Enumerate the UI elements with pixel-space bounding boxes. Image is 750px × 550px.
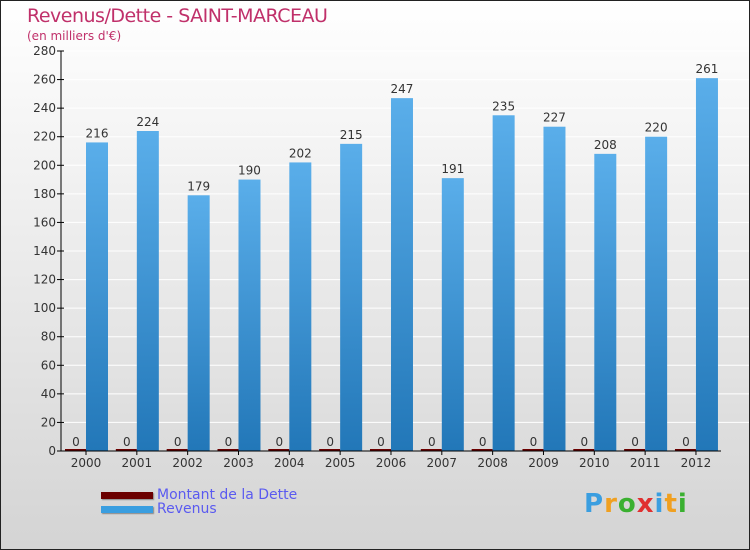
data-label-dette: 0 <box>174 435 182 449</box>
legend-item-dette: Montant de la Dette <box>101 487 297 503</box>
bar-revenus <box>645 136 668 451</box>
bar-revenus <box>86 142 108 451</box>
bar-revenus <box>390 98 413 452</box>
bar-dette <box>369 449 391 451</box>
y-tick-label: 200 <box>33 158 56 172</box>
x-tick-label: 2001 <box>122 456 153 470</box>
data-label-revenus: 179 <box>187 179 210 193</box>
bar-revenus <box>238 179 261 452</box>
bar-dette <box>624 449 646 451</box>
proxiti-logo: Proxiti <box>584 489 688 519</box>
y-tick-label: 240 <box>33 101 56 115</box>
y-tick-label: 260 <box>33 73 56 87</box>
data-label-dette: 0 <box>225 435 233 449</box>
legend-swatch <box>101 505 153 513</box>
data-label-revenus: 261 <box>696 62 719 76</box>
bar-dette <box>268 449 290 451</box>
y-tick-label: 60 <box>41 358 56 372</box>
data-label-dette: 0 <box>631 435 639 449</box>
x-tick-label: 2003 <box>223 456 254 470</box>
bar-dette <box>471 449 493 451</box>
x-tick-label: 2004 <box>274 456 305 470</box>
y-tick-label: 280 <box>33 44 56 58</box>
bar-dette <box>319 449 341 451</box>
data-label-dette: 0 <box>123 435 131 449</box>
x-tick-label: 2000 <box>71 456 102 470</box>
x-tick-label: 2005 <box>325 456 356 470</box>
bar-revenus <box>187 195 210 451</box>
y-tick-label: 20 <box>41 415 56 429</box>
bar-dette <box>573 449 595 451</box>
x-tick-label: 2009 <box>528 456 559 470</box>
data-label-dette: 0 <box>326 435 334 449</box>
x-tick-label: 2008 <box>477 456 508 470</box>
data-label-revenus: 208 <box>594 138 617 152</box>
legend-label: Montant de la Dette <box>157 487 298 503</box>
bar-dette <box>420 449 442 451</box>
data-label-revenus: 215 <box>340 128 363 142</box>
data-label-dette: 0 <box>479 435 487 449</box>
bar-dette <box>217 449 239 451</box>
bar-dette <box>522 449 544 451</box>
bar-revenus <box>695 78 718 452</box>
data-label-dette: 0 <box>275 435 283 449</box>
bar-revenus <box>492 115 515 452</box>
bar-revenus <box>289 162 312 451</box>
y-tick-label: 100 <box>33 301 56 315</box>
data-label-revenus: 224 <box>136 115 159 129</box>
data-label-revenus: 247 <box>391 82 414 96</box>
bar-dette <box>674 449 696 451</box>
bar-revenus <box>136 131 159 451</box>
chart-subtitle: (en milliers d'€) <box>27 29 122 43</box>
data-label-dette: 0 <box>377 435 385 449</box>
data-label-dette: 0 <box>580 435 588 449</box>
bar-dette <box>65 449 86 451</box>
x-tick-label: 2012 <box>681 456 712 470</box>
bar-dette <box>166 449 188 451</box>
data-label-dette: 0 <box>428 435 436 449</box>
data-label-revenus: 220 <box>645 121 668 135</box>
y-tick-label: 120 <box>33 273 56 287</box>
x-tick-label: 2006 <box>376 456 407 470</box>
bar-revenus <box>340 143 363 451</box>
y-tick-label: 160 <box>33 215 56 229</box>
y-tick-label: 40 <box>41 387 56 401</box>
bar-revenus <box>441 178 464 451</box>
data-label-revenus: 235 <box>492 99 515 113</box>
data-label-revenus: 190 <box>238 164 261 178</box>
data-label-dette: 0 <box>72 435 80 449</box>
data-label-dette: 0 <box>682 435 690 449</box>
legend-label: Revenus <box>157 501 217 517</box>
data-label-revenus: 216 <box>86 126 109 140</box>
data-label-revenus: 227 <box>543 111 566 125</box>
x-tick-label: 2007 <box>427 456 458 470</box>
x-tick-label: 2011 <box>630 456 661 470</box>
y-tick-label: 180 <box>33 187 56 201</box>
y-tick-label: 0 <box>48 444 56 458</box>
data-label-revenus: 191 <box>441 162 464 176</box>
bar-dette <box>115 449 137 451</box>
bar-revenus <box>594 153 617 451</box>
legend-swatch <box>101 491 153 499</box>
bar-revenus <box>543 126 566 451</box>
y-tick-label: 220 <box>33 130 56 144</box>
y-tick-label: 140 <box>33 244 56 258</box>
legend-item-revenus: Revenus <box>101 501 217 517</box>
y-tick-label: 80 <box>41 330 56 344</box>
data-label-dette: 0 <box>530 435 538 449</box>
x-tick-label: 2002 <box>172 456 203 470</box>
x-tick-label: 2010 <box>579 456 610 470</box>
chart-title: Revenus/Dette - SAINT-MARCEAU <box>27 5 328 27</box>
data-label-revenus: 202 <box>289 146 312 160</box>
